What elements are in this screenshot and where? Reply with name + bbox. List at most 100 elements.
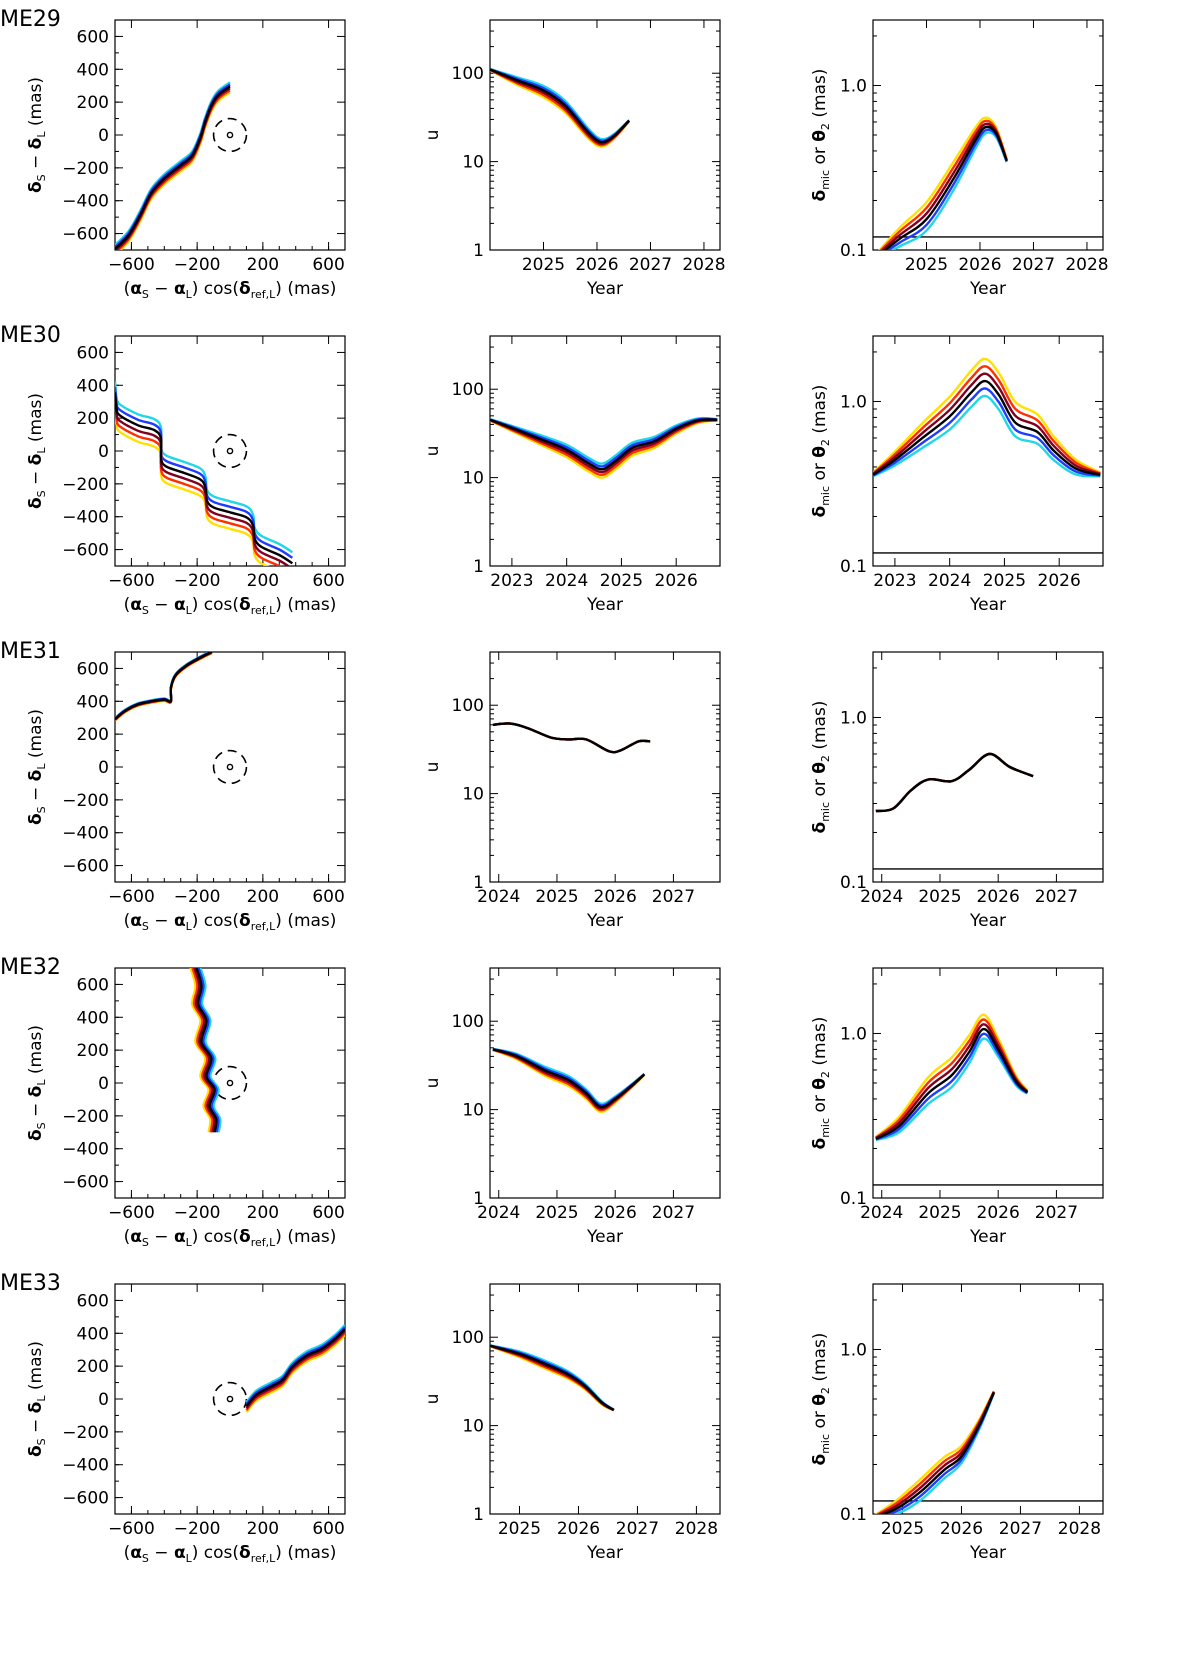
- y-tick-label: 400: [77, 376, 109, 396]
- y-axis-label: u: [423, 1394, 443, 1405]
- y-tick-label: 10: [462, 1417, 484, 1437]
- y-tick-label: −200: [62, 1107, 109, 1127]
- y-tick-label: 0: [98, 442, 109, 462]
- plot-area: [873, 357, 1103, 554]
- y-tick-label: 400: [77, 1008, 109, 1028]
- x-tick-label: 600: [312, 1519, 344, 1539]
- plot-area: [115, 81, 248, 250]
- x-tick-label: −600: [108, 255, 155, 275]
- deflection-series-0: [874, 1390, 995, 1514]
- trajectory-series-2: [115, 397, 291, 566]
- row-me31: ME31 −600 −200 200 600 −600 −400 −200 0 200 400 600…: [0, 639, 1104, 933]
- u-series-0: [490, 419, 718, 479]
- y-tick-label: 1.0: [840, 1340, 867, 1360]
- x-tick-label: 200: [247, 887, 279, 907]
- plot-area: [490, 67, 631, 148]
- u-series-3: [490, 68, 630, 144]
- panel-deflection: 2024 2025 2026 2027 0.1 1.0 Year δmic or θ2 (ma…: [810, 967, 1104, 1247]
- plot-frame: [872, 967, 1104, 1199]
- x-tick-label: 2024: [545, 571, 588, 591]
- x-axis-label: Year: [969, 1543, 1006, 1563]
- x-tick-label: 2025: [905, 255, 948, 275]
- row-label: ME31: [0, 639, 61, 664]
- u-series-1: [490, 1344, 615, 1412]
- y-tick-label: 100: [452, 696, 484, 716]
- x-tick-label: 2023: [873, 571, 916, 591]
- x-axis-label: (αS − αL) cos(δref,L) (mas): [124, 1227, 337, 1249]
- y-tick-label: 1.0: [840, 392, 867, 412]
- y-axis-label: u: [423, 446, 443, 457]
- lens-ring: [212, 749, 248, 785]
- plot-frame: [872, 19, 1104, 251]
- deflection-series-0: [873, 357, 1101, 474]
- trajectory-series-5: [245, 1324, 345, 1403]
- y-tick-label: 0.1: [840, 557, 867, 577]
- x-axis-label: Year: [586, 1227, 623, 1247]
- y-tick-label: −400: [62, 508, 109, 528]
- y-tick-label: 1.0: [840, 708, 867, 728]
- panel-deflection: 2025 2026 2027 2028 0.1 1.0 Year δmic or θ2 (ma…: [810, 19, 1109, 299]
- x-tick-label: 2023: [490, 571, 533, 591]
- x-axis-label: Year: [586, 1543, 623, 1563]
- row-label: ME30: [0, 323, 61, 348]
- plot-frame: [114, 651, 346, 883]
- plot-frame: [489, 651, 721, 883]
- y-tick-label: −600: [62, 225, 109, 245]
- y-axis-label: δS − δL (mas): [26, 709, 48, 825]
- panel-u: 2025 2026 2027 2028 1 10 100 Year u: [423, 19, 726, 299]
- x-axis-label: Year: [969, 595, 1006, 615]
- row-label: ME29: [0, 7, 61, 32]
- x-axis-label: Year: [969, 1227, 1006, 1247]
- trajectory-series-3: [195, 968, 218, 1133]
- deflection-series-3: [880, 1391, 995, 1514]
- y-tick-label: −600: [62, 857, 109, 877]
- plot-frame: [114, 1283, 346, 1515]
- lens-dot: [226, 1079, 234, 1087]
- trajectory-series-0: [189, 968, 212, 1133]
- x-axis-label: Year: [586, 911, 623, 931]
- y-tick-label: −400: [62, 1456, 109, 1476]
- panel-deflection: 2023 2024 2025 2026 0.1 1.0 Year δmic or θ2 (ma…: [810, 335, 1104, 615]
- deflection-series-5: [890, 131, 1008, 250]
- y-tick-label: −200: [62, 159, 109, 179]
- y-axis-label: δS − δL (mas): [26, 393, 48, 509]
- y-tick-label: 400: [77, 60, 109, 80]
- lens-ring: [212, 1381, 248, 1417]
- y-tick-label: 0: [98, 1390, 109, 1410]
- x-tick-label: 2026: [575, 255, 618, 275]
- deflection-series-2: [873, 372, 1101, 476]
- row-me30: ME30 −600 −200 200 600 −600 −400 −200 0 200 400 600…: [0, 323, 1104, 617]
- trajectory-series-2: [245, 1330, 345, 1409]
- plot-area: [873, 1013, 1103, 1186]
- x-tick-label: 2024: [860, 1203, 903, 1223]
- deflection-series-5: [893, 1392, 996, 1514]
- y-axis-label: δmic or θ2 (mas): [810, 701, 832, 834]
- deflection-series-5: [873, 394, 1101, 478]
- panel-u: 2024 2025 2026 2027 1 10 100 Year u: [423, 651, 721, 931]
- x-tick-label: 200: [247, 1203, 279, 1223]
- plot-area: [115, 381, 294, 566]
- x-tick-label: 200: [247, 571, 279, 591]
- trajectory-series-1: [115, 403, 282, 566]
- x-tick-label: 2027: [629, 255, 672, 275]
- u-series-2: [490, 418, 718, 474]
- y-tick-label: 600: [77, 343, 109, 363]
- panel-trajectory: −600 −200 200 600 −600 −400 −200 0 200 400 600 (αS …: [26, 19, 346, 301]
- plot-area: [189, 968, 248, 1133]
- x-tick-label: 2027: [999, 1519, 1042, 1539]
- x-tick-label: 2026: [594, 1203, 637, 1223]
- panel-trajectory: −600 −200 200 600 −600 −400 −200 0 200 400 600 (αS …: [26, 335, 346, 617]
- y-tick-label: 10: [462, 1101, 484, 1121]
- trajectory-series-0: [115, 652, 213, 722]
- trajectory-series-1: [245, 1332, 345, 1411]
- x-tick-label: 2026: [977, 887, 1020, 907]
- x-tick-label: 2025: [535, 1203, 578, 1223]
- plot-frame: [489, 19, 721, 251]
- panel-u: 2025 2026 2027 2028 1 10 100 Year u: [423, 1283, 721, 1563]
- plot-area: [873, 116, 1103, 250]
- x-tick-label: −600: [108, 887, 155, 907]
- x-tick-label: −600: [108, 1519, 155, 1539]
- x-tick-label: 2025: [498, 1519, 541, 1539]
- x-axis-label: Year: [969, 911, 1006, 931]
